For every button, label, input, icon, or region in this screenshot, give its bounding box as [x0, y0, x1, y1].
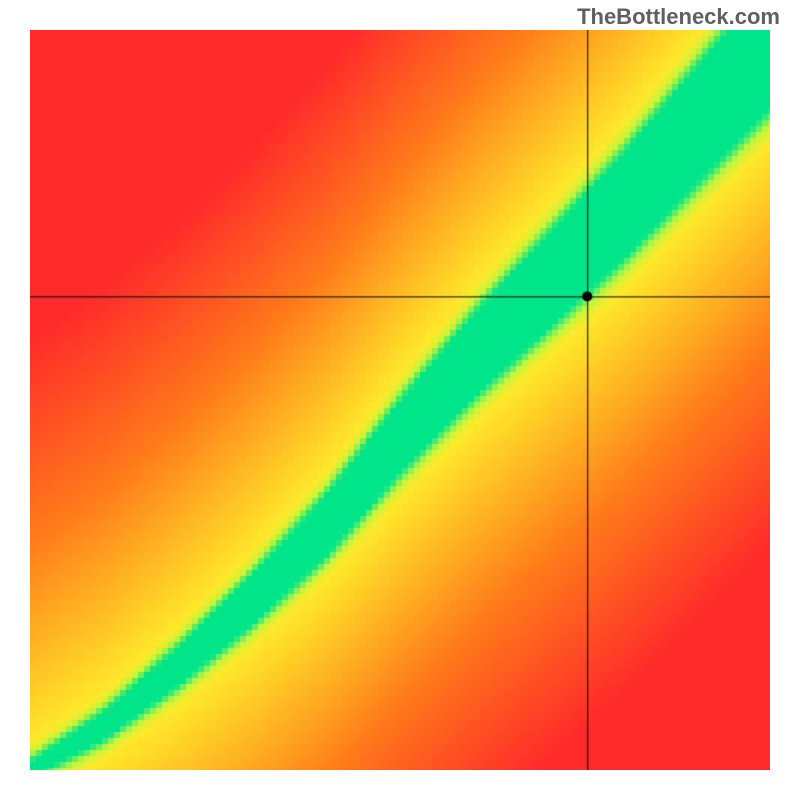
watermark-text: TheBottleneck.com [577, 4, 780, 30]
crosshair-overlay [30, 30, 770, 770]
bottleneck-heatmap [30, 30, 770, 770]
